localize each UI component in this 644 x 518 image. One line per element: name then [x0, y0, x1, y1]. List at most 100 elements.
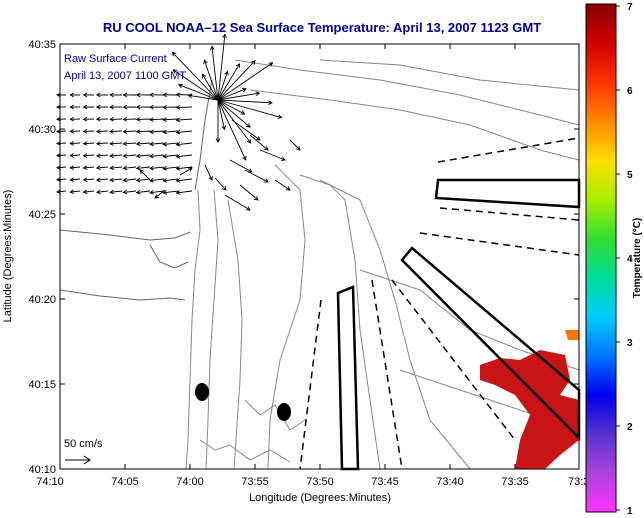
- current-vector-head: [280, 156, 286, 161]
- current-vector: [172, 69, 219, 101]
- current-vector: [70, 142, 81, 145]
- current-vector-head: [135, 177, 141, 183]
- current-vector-head: [135, 141, 141, 147]
- x-tick-label: 74:10: [36, 476, 64, 488]
- current-vector-head: [162, 153, 168, 159]
- current-vector-head: [135, 165, 141, 171]
- current-vector-head: [95, 177, 101, 183]
- current-vector: [178, 84, 219, 101]
- current-vector-head: [263, 178, 269, 183]
- current-vector-head: [253, 196, 259, 201]
- current-vector: [149, 154, 165, 157]
- current-vector: [163, 166, 179, 170]
- current-vector: [123, 190, 137, 193]
- current-vector: [70, 166, 81, 169]
- current-vector-head: [175, 105, 181, 110]
- current-vector: [56, 178, 67, 181]
- current-vector: [110, 178, 123, 181]
- current-vector-head: [178, 83, 183, 89]
- current-vector-head: [95, 141, 101, 146]
- current-vector-head: [95, 189, 101, 195]
- current-vector: [289, 139, 301, 151]
- current-vector-head: [135, 104, 141, 110]
- current-vector-head: [82, 189, 88, 195]
- current-vector-head: [162, 129, 168, 135]
- current-vector: [163, 142, 179, 145]
- current-vector-head: [149, 92, 154, 98]
- current-vector-head: [69, 141, 75, 146]
- current-vector: [136, 154, 151, 157]
- x-tick-label: 73:55: [241, 476, 269, 488]
- current-vector-head: [69, 153, 75, 158]
- current-vector: [70, 190, 81, 193]
- current-vector-head: [149, 141, 154, 147]
- current-vector-head: [122, 153, 128, 159]
- current-vector-head: [154, 194, 160, 199]
- current-vector-head: [245, 206, 251, 211]
- colorbar-label: Temperature (°C): [632, 218, 643, 299]
- current-vector-head: [135, 117, 141, 122]
- current-vector: [217, 34, 226, 101]
- current-vector-head: [277, 114, 283, 119]
- current-vector-head: [210, 45, 215, 51]
- y-tick-label: 40:20: [28, 294, 56, 306]
- current-vector-head: [162, 104, 168, 110]
- current-vector: [203, 60, 219, 101]
- y-tick-label: 40:35: [28, 39, 56, 51]
- current-vector: [149, 130, 165, 133]
- current-vector-head: [162, 117, 168, 122]
- current-vector: [211, 46, 219, 101]
- current-vector: [214, 177, 227, 191]
- surface-current-vectors: [56, 33, 301, 211]
- current-vector: [123, 154, 137, 157]
- coastline: [59, 79, 213, 301]
- current-vector: [96, 130, 109, 132]
- current-vector-head: [241, 87, 247, 93]
- current-vector-head: [139, 169, 144, 174]
- current-vector: [217, 60, 256, 101]
- current-vector: [274, 179, 291, 191]
- y-axis-label: Latitude (Degrees:Minutes): [2, 190, 14, 323]
- current-vector-head: [255, 91, 261, 96]
- current-vector-head: [56, 141, 61, 146]
- current-vector-head: [82, 92, 88, 98]
- current-vector-head: [149, 104, 154, 110]
- current-vector: [123, 130, 137, 133]
- figure-title: RU COOL NOAA–12 Sea Surface Temperature:…: [103, 20, 541, 35]
- current-vector-head: [122, 129, 128, 134]
- current-vector: [176, 118, 193, 121]
- current-vector-head: [95, 153, 101, 158]
- current-vector-head: [109, 153, 114, 159]
- current-vector-head: [82, 165, 88, 170]
- current-vector-head: [255, 136, 261, 141]
- scale-arrow-icon: [65, 455, 91, 465]
- current-vector-head: [109, 177, 114, 183]
- current-vector-head: [109, 141, 114, 146]
- current-vector-head: [69, 92, 75, 98]
- current-vector: [70, 178, 81, 181]
- current-vector-head: [175, 154, 181, 159]
- current-vector-head: [95, 165, 101, 171]
- current-vector-head: [56, 189, 61, 194]
- x-tick-label: 73:35: [501, 476, 529, 488]
- current-vector-head: [268, 62, 274, 67]
- current-vector-head: [69, 104, 75, 110]
- current-vector-head: [109, 189, 114, 195]
- y-tick-label: 40:30: [28, 124, 56, 136]
- current-vector-head: [95, 104, 101, 110]
- current-vector-head: [285, 186, 291, 191]
- current-vector: [231, 119, 261, 141]
- current-vector-head: [162, 166, 168, 171]
- current-vector-head: [235, 63, 241, 68]
- current-vector-head: [175, 92, 181, 98]
- current-vector-head: [222, 186, 227, 191]
- current-vector-head: [187, 93, 193, 99]
- current-vector: [163, 178, 179, 182]
- current-vector-head: [95, 129, 101, 134]
- current-vector: [110, 190, 123, 193]
- current-vector: [259, 149, 286, 161]
- current-vector-head: [122, 117, 128, 122]
- current-vector-head: [135, 129, 141, 134]
- current-vector-head: [109, 104, 114, 110]
- current-vector-head: [135, 153, 141, 159]
